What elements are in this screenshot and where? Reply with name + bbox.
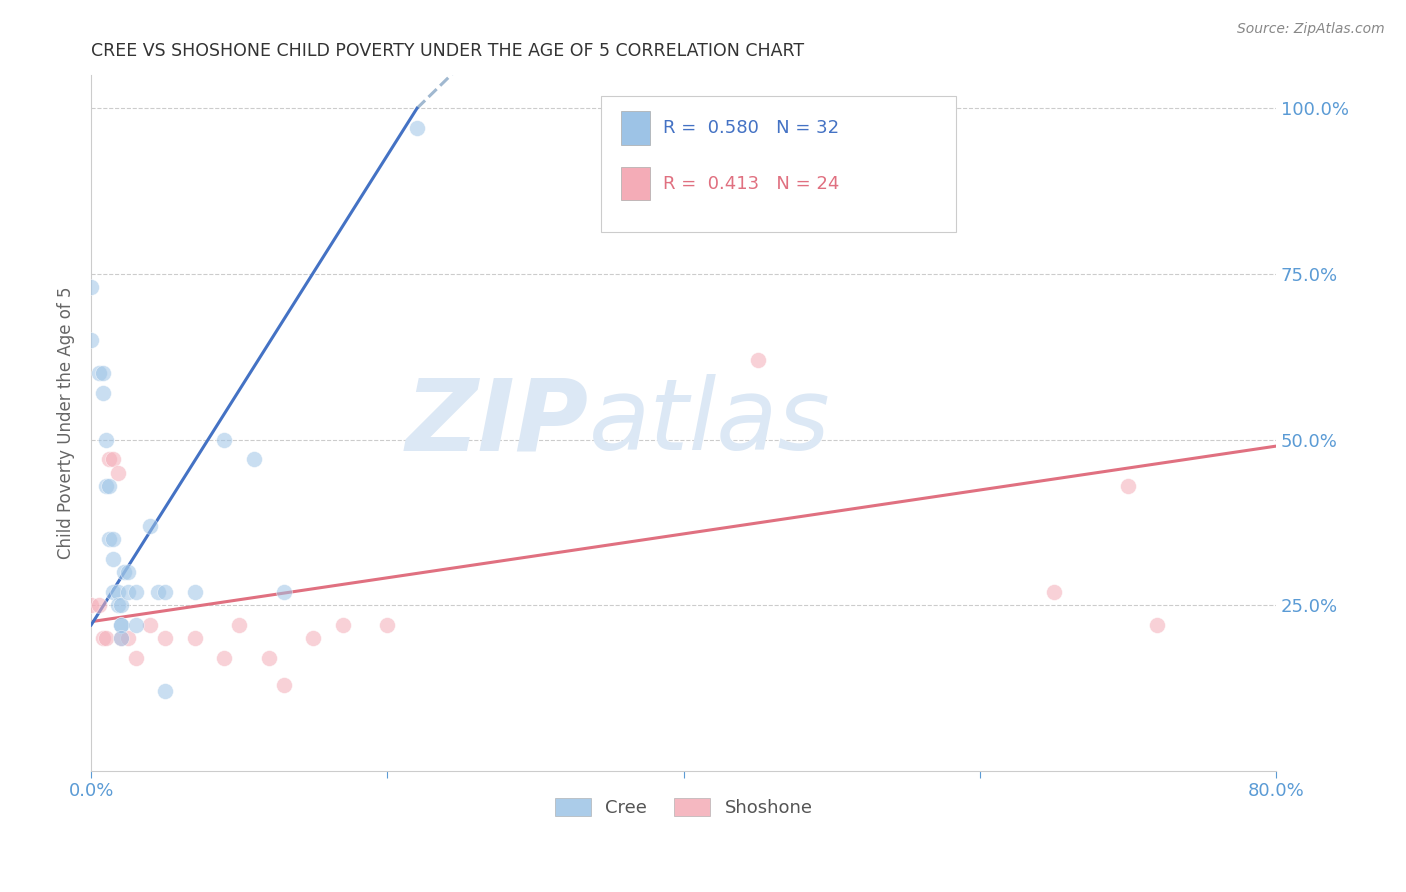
Point [184, 585, 207, 599]
Point [117, 565, 139, 579]
Point [103, 551, 125, 566]
Point [91, 631, 114, 645]
Text: atlas: atlas [589, 375, 831, 472]
Point [332, 618, 354, 632]
Point [228, 618, 250, 632]
Point [117, 631, 139, 645]
Point [184, 631, 207, 645]
Point [214, 651, 236, 665]
Text: R =  0.580   N = 32: R = 0.580 N = 32 [664, 119, 839, 137]
Point [124, 585, 146, 599]
Text: ZIP: ZIP [406, 375, 589, 472]
Point [110, 631, 132, 645]
Point [214, 433, 236, 447]
Text: Source: ZipAtlas.com: Source: ZipAtlas.com [1237, 22, 1385, 37]
FancyBboxPatch shape [600, 96, 956, 232]
Point [87, 366, 110, 380]
Point [110, 631, 132, 645]
Point [153, 684, 176, 698]
Point [94, 479, 117, 493]
Point [103, 585, 125, 599]
Point [1043, 585, 1066, 599]
Text: CREE VS SHOSHONE CHILD POVERTY UNDER THE AGE OF 5 CORRELATION CHART: CREE VS SHOSHONE CHILD POVERTY UNDER THE… [91, 42, 804, 60]
Point [1146, 618, 1168, 632]
Point [273, 677, 295, 691]
Point [124, 618, 146, 632]
Point [139, 618, 162, 632]
Point [80, 598, 103, 612]
Point [94, 631, 117, 645]
Point [153, 585, 176, 599]
Point [107, 598, 129, 612]
Point [377, 618, 399, 632]
Point [107, 585, 129, 599]
Point [91, 386, 114, 401]
Point [103, 452, 125, 467]
Legend: Cree, Shoshone: Cree, Shoshone [547, 790, 820, 824]
Point [87, 598, 110, 612]
Point [94, 433, 117, 447]
Bar [621, 167, 651, 201]
Point [110, 618, 132, 632]
Point [112, 565, 135, 579]
Text: R =  0.413   N = 24: R = 0.413 N = 24 [664, 175, 839, 193]
Point [406, 121, 429, 136]
Point [97, 479, 120, 493]
Point [139, 518, 162, 533]
Bar [621, 112, 651, 145]
Point [97, 532, 120, 546]
Point [91, 366, 114, 380]
Point [302, 631, 325, 645]
Point [80, 280, 103, 294]
Point [747, 353, 769, 368]
Point [243, 452, 266, 467]
Point [1116, 479, 1139, 493]
Point [153, 631, 176, 645]
Point [117, 585, 139, 599]
Point [107, 466, 129, 480]
Point [146, 585, 169, 599]
Point [97, 452, 120, 467]
Y-axis label: Child Poverty Under the Age of 5: Child Poverty Under the Age of 5 [58, 286, 75, 559]
Point [124, 651, 146, 665]
Point [80, 333, 103, 347]
Point [110, 598, 132, 612]
Point [257, 651, 280, 665]
Point [110, 618, 132, 632]
Point [103, 532, 125, 546]
Point [273, 585, 295, 599]
